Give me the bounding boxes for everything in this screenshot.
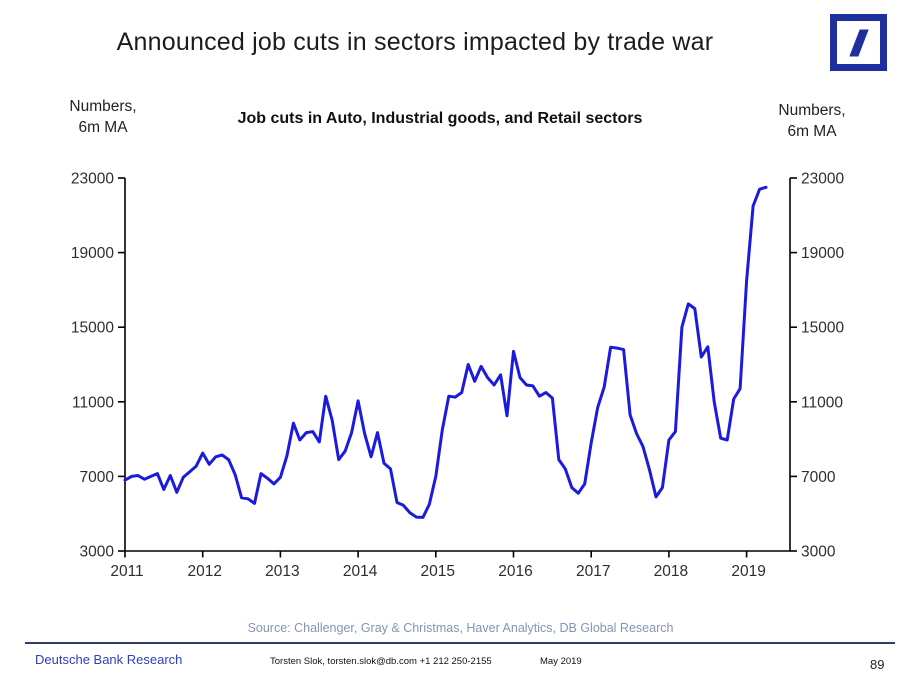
- y-tick-label-left: 19000: [71, 245, 114, 262]
- y-tick-label-left: 23000: [71, 171, 114, 188]
- right-axis-unit-line1: Numbers,: [778, 102, 846, 119]
- page-number: 89: [870, 657, 885, 672]
- x-tick-label: 2018: [654, 563, 688, 580]
- x-tick-label: 2019: [731, 563, 765, 580]
- y-tick-label-left: 7000: [80, 469, 115, 486]
- source-note: Source: Challenger, Gray & Christmas, Ha…: [247, 621, 674, 635]
- x-tick-label: 2011: [110, 563, 143, 580]
- x-tick-label: 2014: [343, 563, 378, 580]
- x-tick-label: 2012: [187, 563, 221, 580]
- y-tick-label-left: 11000: [72, 394, 114, 411]
- deutsche-bank-logo-icon: [830, 14, 887, 71]
- chart-subtitle: Job cuts in Auto, Industrial goods, and …: [237, 110, 643, 127]
- x-tick-label: 2015: [421, 563, 455, 580]
- y-tick-label-right: 3000: [801, 544, 836, 561]
- left-axis-unit-line1: Numbers,: [69, 98, 137, 115]
- footer-date: May 2019: [540, 656, 582, 667]
- y-tick-label-left: 15000: [71, 320, 114, 337]
- y-tick-label-right: 19000: [801, 245, 844, 262]
- footer-divider: [25, 642, 895, 644]
- y-tick-label-right: 15000: [801, 320, 844, 337]
- x-tick-label: 2017: [576, 563, 610, 580]
- left-axis-unit-line2: 6m MA: [78, 119, 128, 136]
- y-tick-label-right: 23000: [801, 171, 844, 188]
- right-axis-unit-line2: 6m MA: [787, 123, 837, 140]
- right-axis-unit-label: Numbers, 6m MA: [757, 100, 867, 142]
- job-cuts-series-line: [123, 185, 768, 519]
- page-title: Announced job cuts in sectors impacted b…: [116, 28, 714, 56]
- y-tick-label-left: 3000: [80, 544, 115, 561]
- y-tick-label-right: 7000: [801, 469, 836, 486]
- x-tick-label: 2013: [265, 563, 299, 580]
- footer-contact: Torsten Slok, torsten.slok@db.com +1 212…: [270, 656, 492, 667]
- y-tick-label-right: 11000: [801, 394, 843, 411]
- x-tick-label: 2016: [498, 563, 532, 580]
- footer-brand: Deutsche Bank Research: [35, 652, 183, 667]
- left-axis-unit-label: Numbers, 6m MA: [48, 96, 158, 138]
